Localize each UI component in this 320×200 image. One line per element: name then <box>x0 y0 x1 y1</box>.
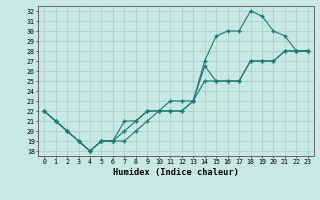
X-axis label: Humidex (Indice chaleur): Humidex (Indice chaleur) <box>113 168 239 177</box>
